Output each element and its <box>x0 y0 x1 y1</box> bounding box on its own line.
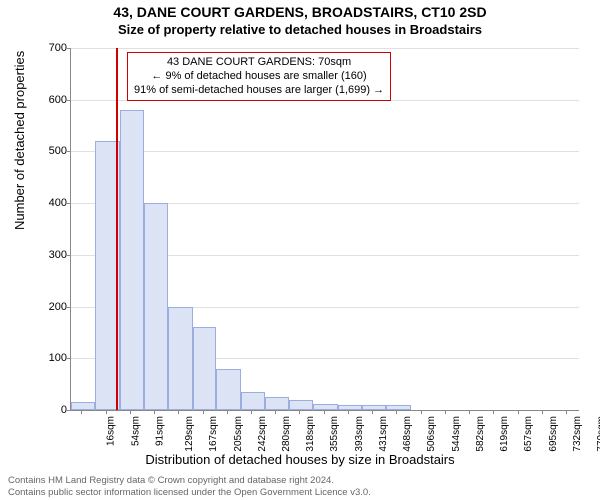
histogram-bar <box>338 405 362 410</box>
histogram-bar <box>386 405 410 410</box>
x-tick-label: 280sqm <box>281 416 292 452</box>
x-tick-mark <box>106 410 107 414</box>
gridline <box>71 48 579 49</box>
y-tick-mark <box>67 307 71 308</box>
x-tick-mark <box>469 410 470 414</box>
x-tick-mark <box>566 410 567 414</box>
y-tick-label: 200 <box>49 301 67 313</box>
x-tick-mark <box>493 410 494 414</box>
x-tick-mark <box>445 410 446 414</box>
x-tick-label: 770sqm <box>596 416 600 452</box>
y-tick-label: 500 <box>49 145 67 157</box>
y-tick-label: 700 <box>49 42 67 54</box>
histogram-bar <box>362 405 386 410</box>
x-tick-label: 468sqm <box>402 416 413 452</box>
x-tick-label: 393sqm <box>354 416 365 452</box>
histogram-bar <box>144 203 168 410</box>
x-tick-label: 582sqm <box>475 416 486 452</box>
histogram-bar <box>313 404 337 410</box>
x-tick-mark <box>130 410 131 414</box>
x-tick-mark <box>275 410 276 414</box>
x-tick-label: 695sqm <box>548 416 559 452</box>
histogram-bar <box>241 392 265 410</box>
x-tick-mark <box>251 410 252 414</box>
x-tick-label: 129sqm <box>184 416 195 452</box>
x-tick-mark <box>372 410 373 414</box>
annotation-line: 43 DANE COURT GARDENS: 70sqm <box>134 56 384 70</box>
x-tick-mark <box>421 410 422 414</box>
y-tick-mark <box>67 151 71 152</box>
x-tick-label: 506sqm <box>426 416 437 452</box>
x-tick-label: 431sqm <box>378 416 389 452</box>
x-tick-mark <box>542 410 543 414</box>
chart-title-sub: Size of property relative to detached ho… <box>0 22 600 37</box>
x-tick-mark <box>299 410 300 414</box>
annotation-box: 43 DANE COURT GARDENS: 70sqm← 9% of deta… <box>127 52 391 101</box>
x-tick-label: 657sqm <box>524 416 535 452</box>
histogram-bar <box>120 110 144 410</box>
x-tick-label: 355sqm <box>329 416 340 452</box>
histogram-bar <box>193 327 217 410</box>
y-tick-mark <box>67 358 71 359</box>
y-tick-mark <box>67 48 71 49</box>
x-tick-label: 544sqm <box>451 416 462 452</box>
x-tick-mark <box>227 410 228 414</box>
x-tick-mark <box>154 410 155 414</box>
x-tick-mark <box>81 410 82 414</box>
y-axis-label: Number of detached properties <box>12 51 27 230</box>
y-tick-label: 400 <box>49 197 67 209</box>
x-tick-mark <box>396 410 397 414</box>
x-tick-label: 16sqm <box>106 416 117 446</box>
x-tick-label: 318sqm <box>306 416 317 452</box>
histogram-bar <box>168 307 192 410</box>
chart-title-main: 43, DANE COURT GARDENS, BROADSTAIRS, CT1… <box>0 4 600 20</box>
y-tick-mark <box>67 100 71 101</box>
x-tick-mark <box>518 410 519 414</box>
footer-line-2: Contains public sector information licen… <box>8 487 371 498</box>
y-tick-label: 600 <box>49 94 67 106</box>
x-tick-mark <box>203 410 204 414</box>
annotation-line: 91% of semi-detached houses are larger (… <box>134 84 384 98</box>
y-tick-label: 300 <box>49 249 67 261</box>
property-marker-line <box>116 48 118 410</box>
x-tick-label: 205sqm <box>233 416 244 452</box>
x-tick-label: 54sqm <box>130 416 141 446</box>
x-tick-label: 91sqm <box>154 416 165 446</box>
histogram-bar <box>265 397 289 410</box>
plot-area: 010020030040050060070016sqm54sqm91sqm129… <box>70 48 579 411</box>
annotation-line: ← 9% of detached houses are smaller (160… <box>134 70 384 84</box>
footer-line-1: Contains HM Land Registry data © Crown c… <box>8 475 371 486</box>
y-tick-mark <box>67 203 71 204</box>
x-tick-mark <box>348 410 349 414</box>
histogram-bar <box>71 402 95 410</box>
gridline <box>71 151 579 152</box>
histogram-bar <box>216 369 240 410</box>
x-tick-label: 242sqm <box>257 416 268 452</box>
y-tick-mark <box>67 255 71 256</box>
x-tick-mark <box>178 410 179 414</box>
x-tick-label: 732sqm <box>572 416 583 452</box>
chart-container: 43, DANE COURT GARDENS, BROADSTAIRS, CT1… <box>0 0 600 500</box>
footer-attribution: Contains HM Land Registry data © Crown c… <box>8 475 371 498</box>
x-tick-mark <box>324 410 325 414</box>
x-tick-label: 619sqm <box>499 416 510 452</box>
y-tick-label: 100 <box>49 352 67 364</box>
x-tick-label: 167sqm <box>208 416 219 452</box>
x-axis-label: Distribution of detached houses by size … <box>0 452 600 467</box>
y-tick-mark <box>67 410 71 411</box>
histogram-bar <box>289 400 313 410</box>
